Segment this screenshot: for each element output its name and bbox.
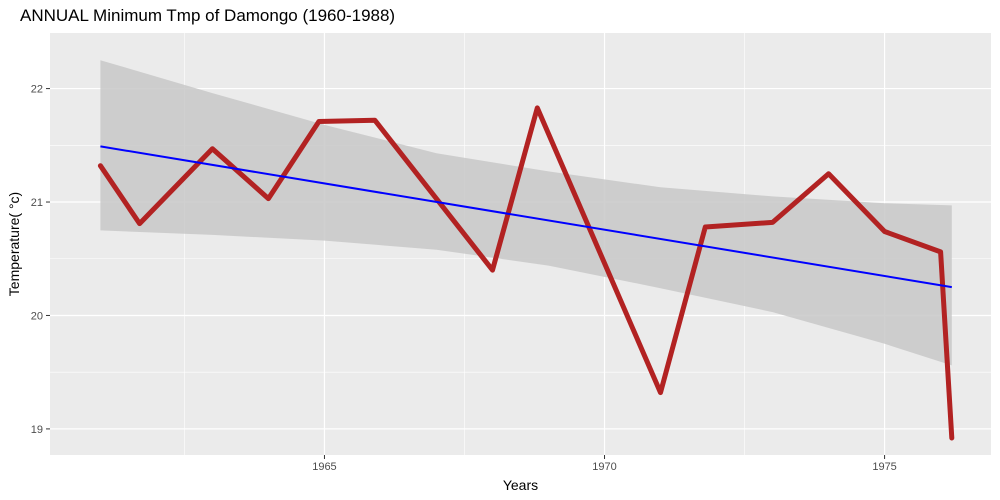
x-tick-label: 1975 xyxy=(872,461,896,473)
y-axis: 19 20 21 22 xyxy=(31,84,50,436)
trend-line xyxy=(100,145,952,289)
y-tick-label: 22 xyxy=(31,84,43,96)
y-axis-title: Temperature( °c) xyxy=(6,192,22,296)
x-axis-title: Years xyxy=(503,477,538,493)
confidence-band xyxy=(100,60,952,366)
y-tick-label: 19 xyxy=(31,424,43,436)
x-tick-label: 1965 xyxy=(312,461,336,473)
x-axis: 1965 1970 1975 xyxy=(312,455,897,473)
x-tick-label: 1970 xyxy=(592,461,616,473)
chart-title: ANNUAL Minimum Tmp of Damongo (1960-1988… xyxy=(20,6,396,25)
y-tick-label: 20 xyxy=(31,310,43,322)
temperature-line xyxy=(97,105,955,441)
y-tick-label: 21 xyxy=(31,197,43,209)
